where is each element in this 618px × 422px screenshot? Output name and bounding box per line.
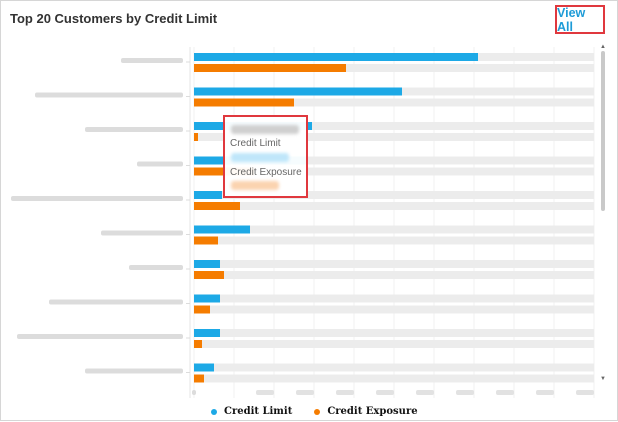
bar-credit-limit: [194, 53, 478, 61]
category-label-redacted: [121, 58, 183, 63]
tooltip-customer-name-redacted: [231, 125, 299, 134]
category-label-redacted: [101, 230, 183, 236]
bar-track: [194, 98, 594, 107]
bar-track: [194, 202, 594, 210]
scroll-down-icon[interactable]: ▼: [600, 376, 606, 382]
bar-credit-limit: [194, 363, 214, 372]
bar-track: [194, 271, 594, 279]
bar-credit-limit: [194, 294, 220, 303]
legend-label: Credit Exposure: [327, 406, 418, 417]
bar-track: [194, 294, 594, 303]
x-tick-label-redacted: [256, 390, 274, 395]
tooltip-limit-label: Credit Limit: [230, 138, 281, 149]
bar-track: [194, 260, 594, 268]
bar-credit-exposure: [194, 305, 210, 314]
legend-item-credit-limit[interactable]: Credit Limit: [211, 406, 292, 417]
legend-label: Credit Limit: [224, 406, 293, 417]
x-tick-label-redacted: [416, 390, 434, 395]
tooltip-limit-value-redacted: [231, 153, 289, 162]
bar-credit-limit: [194, 260, 220, 268]
category-label-redacted: [11, 196, 183, 201]
bar-track: [194, 340, 594, 348]
category-label-redacted: [137, 161, 183, 167]
bar-credit-exposure: [194, 202, 240, 210]
bar-credit-limit: [194, 87, 402, 96]
chart-legend: Credit Limit Credit Exposure: [211, 406, 418, 417]
bar-credit-exposure: [194, 98, 294, 107]
scroll-thumb[interactable]: [601, 51, 605, 211]
legend-dot-icon: [211, 408, 217, 415]
x-tick-label-redacted: [296, 390, 314, 395]
x-tick-label-redacted: [576, 390, 594, 395]
legend-item-credit-exposure[interactable]: Credit Exposure: [314, 406, 418, 417]
bar-track: [194, 167, 594, 176]
x-tick-label-redacted: [536, 390, 554, 395]
bar-track: [194, 363, 594, 372]
tooltip-exposure-label: Credit Exposure: [230, 167, 302, 178]
bar-track: [194, 156, 594, 165]
bar-credit-exposure: [194, 236, 218, 245]
bar-credit-exposure: [194, 64, 346, 72]
bar-track: [194, 225, 594, 234]
bar-credit-exposure: [194, 340, 202, 348]
category-label-redacted: [85, 127, 183, 132]
bar-track: [194, 329, 594, 337]
bar-track: [194, 191, 594, 199]
x-tick-label-redacted: [336, 390, 354, 395]
legend-dot-icon: [314, 408, 321, 415]
bar-credit-exposure: [194, 271, 224, 279]
category-label-redacted: [17, 334, 183, 339]
x-tick-label-redacted: [456, 390, 474, 395]
x-tick-label-redacted: [192, 390, 196, 395]
category-label-redacted: [129, 265, 183, 270]
chart-title: Top 20 Customers by Credit Limit: [10, 11, 218, 26]
chart-tooltip: Credit Limit Credit Exposure: [223, 115, 308, 198]
tooltip-exposure-value-redacted: [231, 181, 279, 190]
chart-scrollbar[interactable]: ▲ ▼: [599, 43, 607, 383]
bar-track: [194, 122, 594, 130]
x-tick-label-redacted: [376, 390, 394, 395]
scroll-up-icon[interactable]: ▲: [600, 44, 606, 50]
category-label-redacted: [35, 92, 183, 98]
bar-credit-limit: [194, 225, 250, 234]
bar-credit-limit: [194, 191, 222, 199]
bar-track: [194, 374, 594, 383]
x-tick-label-redacted: [496, 390, 514, 395]
bar-track: [194, 64, 594, 72]
category-label-redacted: [49, 299, 183, 305]
bar-track: [194, 236, 594, 245]
bar-track: [194, 305, 594, 314]
bar-track: [194, 133, 594, 141]
bar-credit-exposure: [194, 374, 204, 383]
bar-credit-exposure: [194, 133, 198, 141]
view-all-link[interactable]: View All: [555, 5, 605, 34]
category-label-redacted: [85, 368, 183, 374]
bar-credit-limit: [194, 329, 220, 337]
